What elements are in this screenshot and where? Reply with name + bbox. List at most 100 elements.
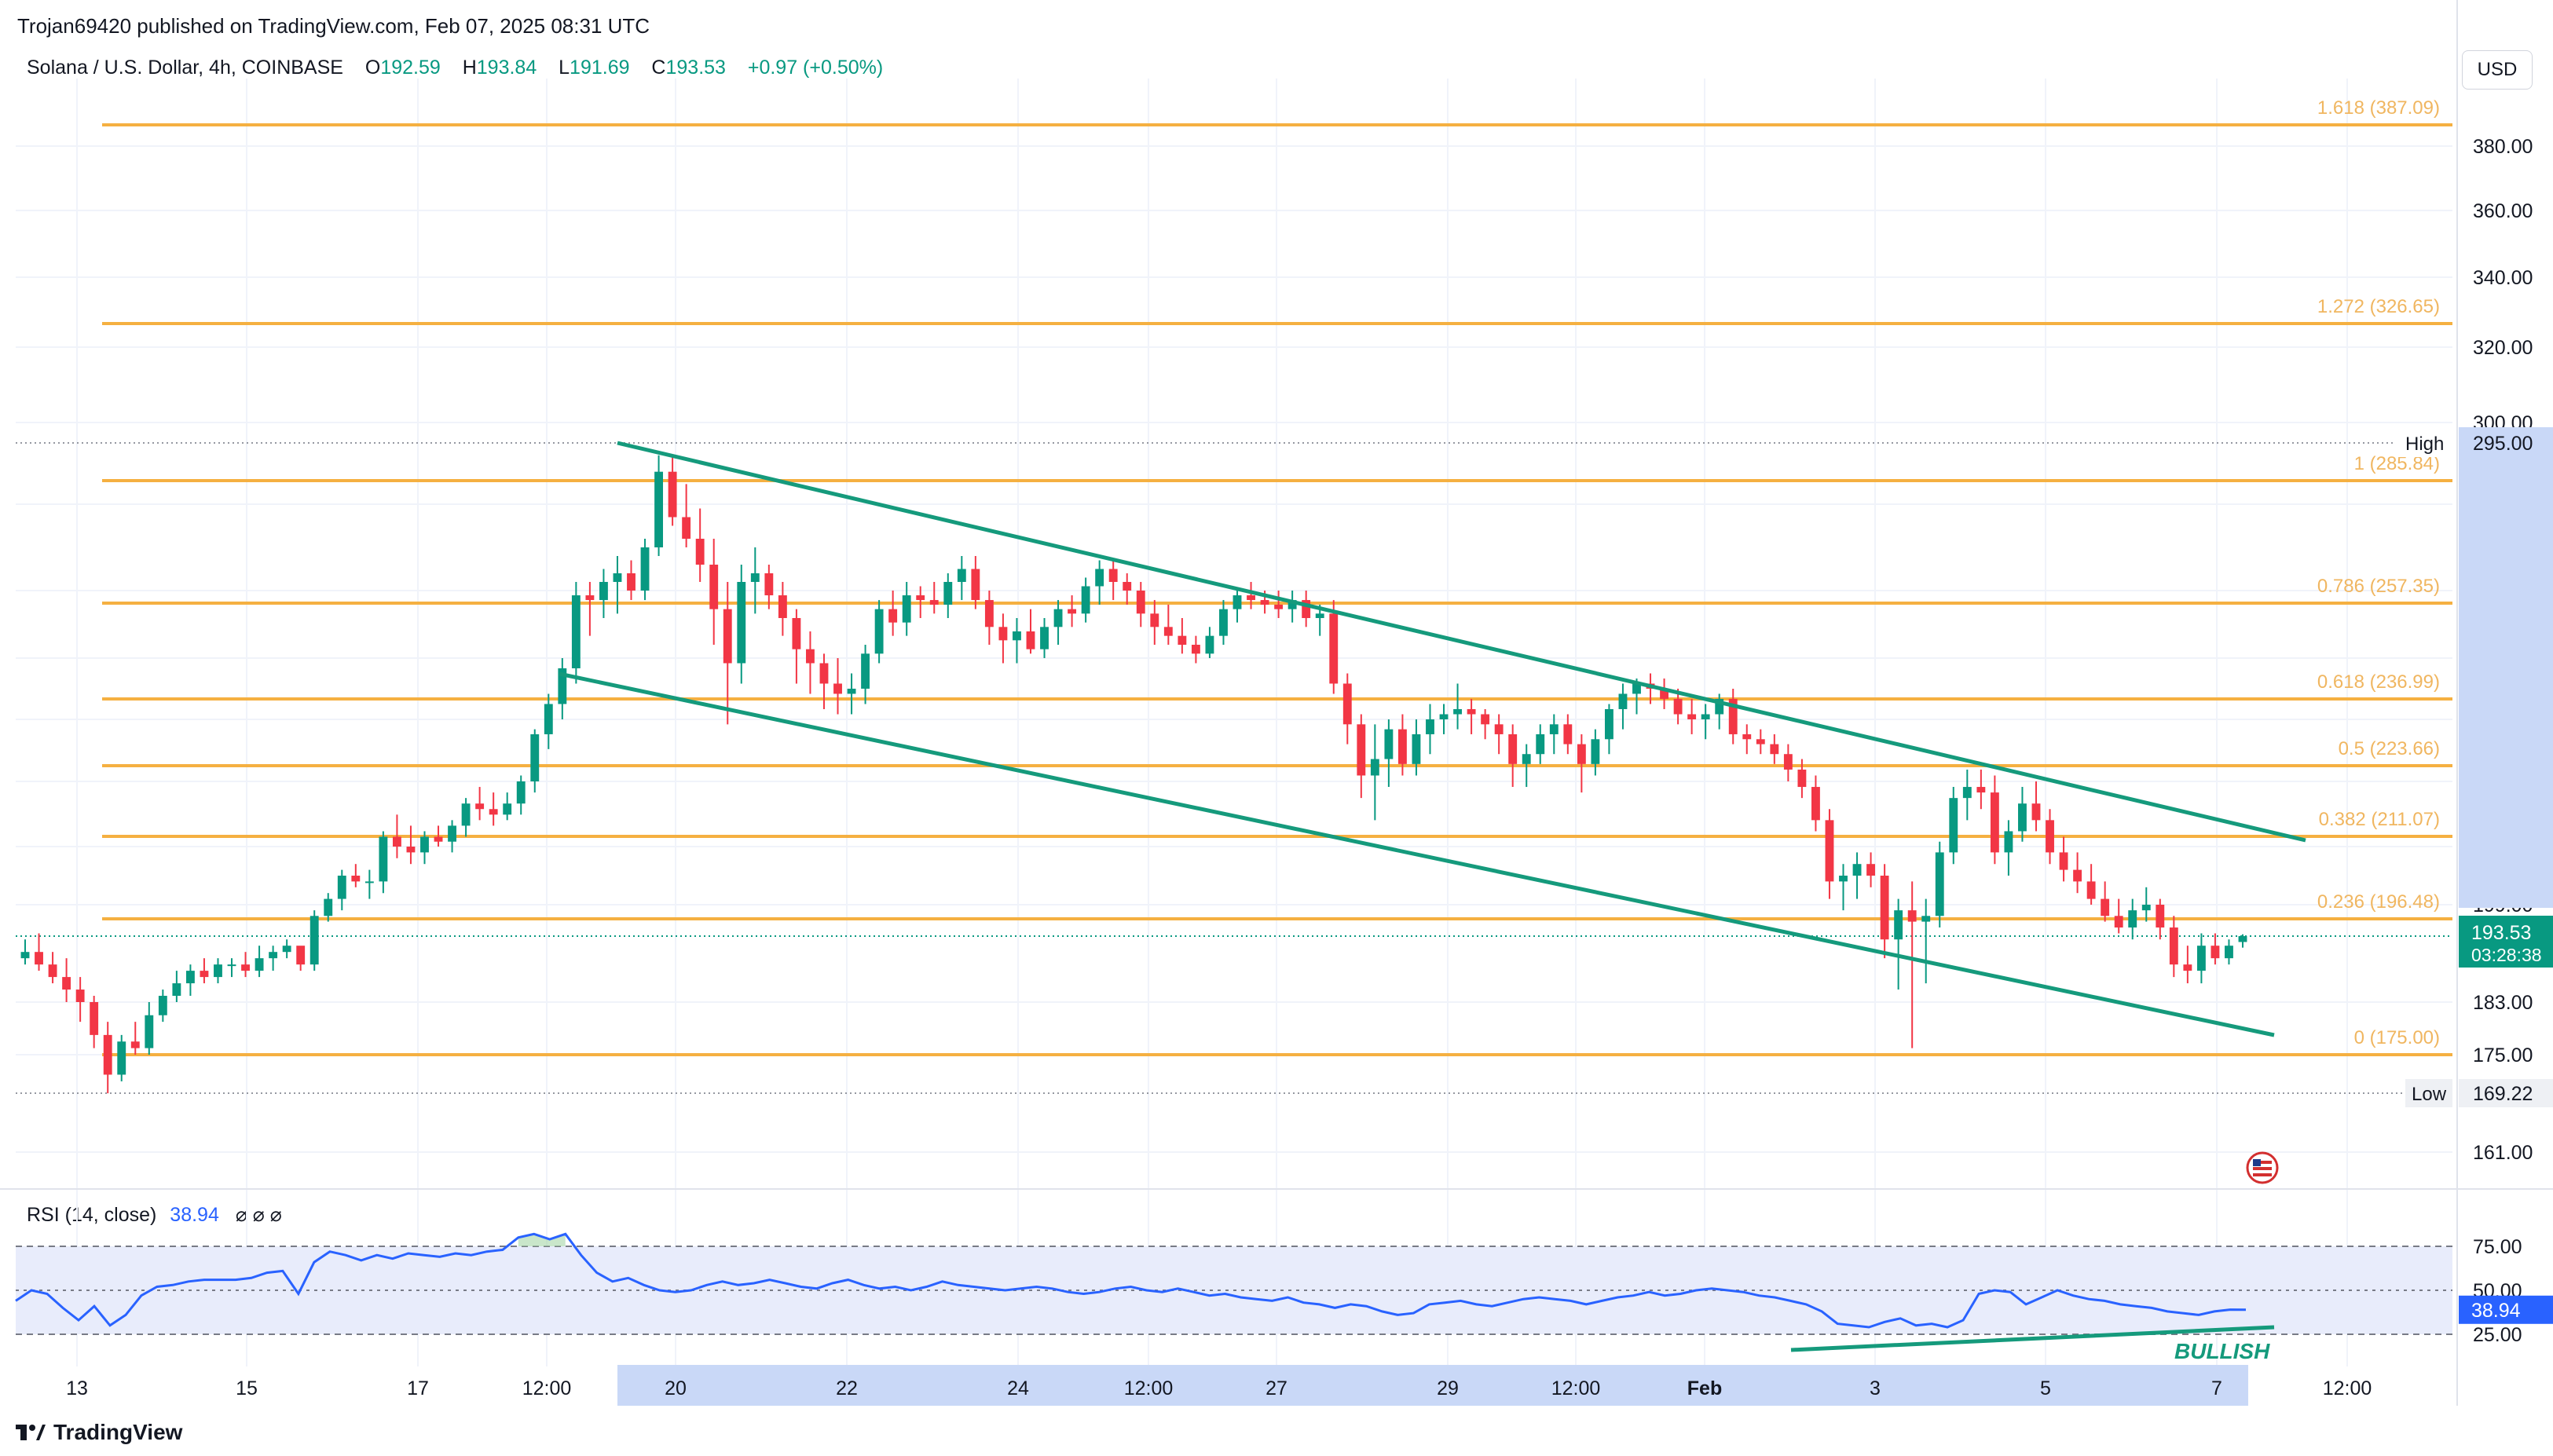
candle-body — [1715, 698, 1724, 715]
candle-body — [1852, 864, 1862, 876]
candle-body — [1894, 910, 1903, 940]
candle-body — [2211, 946, 2220, 959]
candle-body — [516, 781, 526, 804]
candle-body — [324, 898, 333, 916]
price-axis-label: 320.00 — [2473, 337, 2533, 359]
time-axis-label: 22 — [836, 1377, 858, 1399]
candle-body — [2114, 916, 2123, 928]
candle-body — [103, 1034, 112, 1075]
candle-body — [145, 1015, 154, 1048]
candle-body — [1260, 600, 1269, 605]
candle-body — [764, 573, 774, 596]
candle-body — [1962, 787, 1972, 799]
price-axis-label: 360.00 — [2473, 200, 2533, 222]
rsi-value: 38.94 — [170, 1204, 219, 1226]
candle-body — [750, 573, 760, 582]
time-axis-label: 15 — [236, 1377, 258, 1399]
candle-body — [282, 946, 291, 953]
time-range-highlight — [617, 1365, 2248, 1406]
candle-body — [255, 958, 264, 971]
candle-body — [585, 595, 595, 601]
candle-body — [613, 573, 622, 582]
open-label: O — [364, 57, 381, 79]
candle-body — [461, 803, 471, 826]
rsi-legend: RSI (14, close) 38.94 ⌀ ⌀ ⌀ — [27, 1203, 282, 1227]
candle-body — [1123, 582, 1132, 591]
countdown-timer: 03:28:38 — [2471, 945, 2542, 965]
rsi-visibility-icons[interactable]: ⌀ ⌀ ⌀ — [235, 1204, 282, 1226]
rsi-current-value: 38.94 — [2471, 1300, 2521, 1322]
time-axis-label: 7 — [2211, 1377, 2222, 1399]
candle-body — [62, 977, 71, 990]
candle-body — [1880, 876, 1889, 940]
candle-body — [682, 517, 691, 539]
candle-body — [1660, 688, 1669, 699]
last-price-value: 193.53 — [2471, 922, 2531, 944]
candle-body — [2101, 898, 2110, 916]
candle-body — [1439, 714, 1449, 719]
candle-body — [2073, 869, 2082, 882]
candle-body — [1783, 754, 1793, 770]
candle-body — [1742, 733, 1752, 740]
tradingview-logo-icon — [16, 1425, 46, 1440]
candle-body — [599, 582, 608, 601]
candle-body — [998, 627, 1008, 641]
time-axis-label: 17 — [407, 1377, 429, 1399]
candle-body — [1150, 613, 1159, 627]
time-axis-label: 12:00 — [1551, 1377, 1601, 1399]
candle-body — [1384, 729, 1394, 759]
channel-upper-line — [617, 441, 2306, 843]
candle-body — [379, 836, 388, 882]
candle-body — [2183, 964, 2192, 971]
candle-body — [1976, 787, 1986, 793]
candle-body — [806, 649, 815, 664]
candle-body — [1591, 739, 1600, 764]
candle-body — [20, 952, 30, 959]
fib-level-label: 0.382 (211.07) — [2319, 809, 2440, 830]
candle-body — [2169, 927, 2178, 965]
candle-body — [1040, 627, 1049, 649]
candle-body — [1549, 724, 1559, 734]
time-axis-label: 5 — [2040, 1377, 2051, 1399]
candle-body — [2196, 946, 2206, 971]
candle-body — [1053, 609, 1063, 627]
candle-body — [48, 964, 57, 978]
candle-body — [916, 595, 925, 601]
candle-body — [1563, 724, 1573, 744]
fib-level-label: 0 (175.00) — [2354, 1027, 2440, 1048]
candle-body — [737, 582, 746, 664]
channel-lower-line — [559, 671, 2275, 1037]
candle-body — [1811, 787, 1820, 821]
candle-body — [1247, 595, 1255, 601]
candle-body — [640, 547, 650, 591]
candle-body — [1577, 744, 1586, 764]
candle-body — [902, 595, 911, 623]
candle-body — [1604, 708, 1613, 740]
candle-body — [654, 471, 664, 547]
candle-body — [1068, 609, 1077, 614]
high-badge-bg — [2396, 429, 2452, 457]
candle-body — [971, 569, 980, 601]
us-flag-stripe-icon — [2253, 1161, 2272, 1164]
candle-body — [1921, 916, 1931, 922]
candle-body — [819, 663, 829, 684]
candle-body — [888, 609, 898, 623]
candle-body — [2018, 803, 2027, 832]
candle-body — [2156, 905, 2165, 928]
candle-body — [1191, 644, 1200, 654]
candle-body — [1701, 714, 1710, 719]
candle-body — [1412, 733, 1421, 764]
candle-body — [503, 803, 512, 815]
candle-body — [2031, 803, 2041, 821]
us-flag-stripe-icon — [2253, 1173, 2272, 1176]
us-flag-stripe-icon — [2253, 1167, 2272, 1170]
currency-button[interactable]: USD — [2462, 50, 2533, 90]
price-axis-label: 380.00 — [2473, 136, 2533, 158]
fib-level-label: 0.5 (223.66) — [2339, 738, 2440, 759]
candle-body — [1081, 586, 1090, 614]
candle-body — [200, 971, 209, 978]
rsi-overbought-fill — [518, 1234, 566, 1246]
candle-body — [364, 881, 374, 883]
candle-body — [158, 996, 167, 1015]
